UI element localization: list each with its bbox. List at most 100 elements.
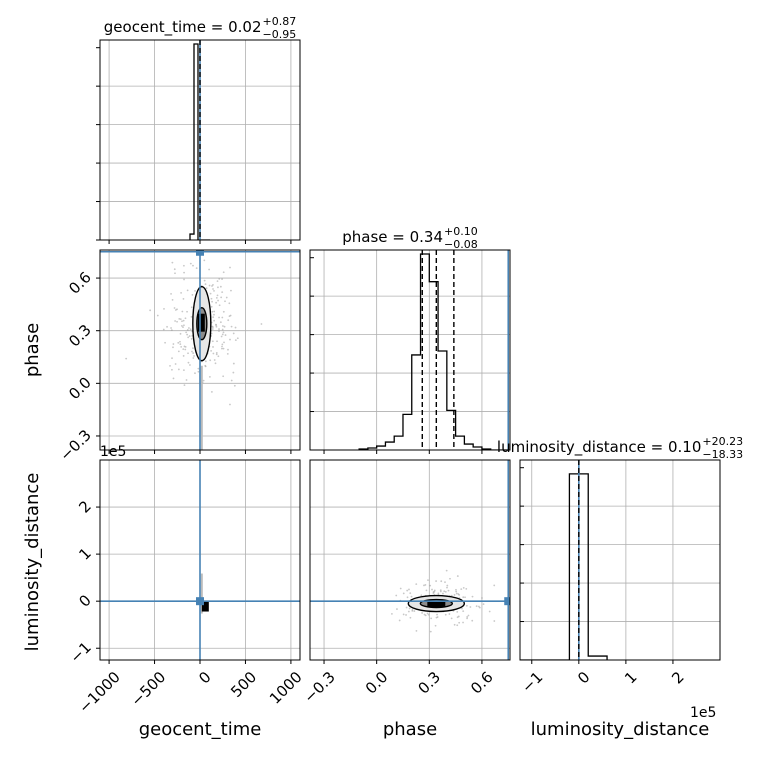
sample-point bbox=[215, 301, 218, 304]
sample-point bbox=[216, 280, 219, 283]
sample-point bbox=[205, 287, 208, 290]
sample-point bbox=[220, 335, 223, 338]
sample-point bbox=[172, 377, 175, 380]
sample-point bbox=[190, 338, 193, 340]
panel-luminosity_distance-phase bbox=[310, 460, 510, 660]
sample-point bbox=[187, 336, 190, 339]
sample-point bbox=[186, 310, 188, 313]
sample-point bbox=[220, 296, 223, 299]
sample-point bbox=[171, 357, 173, 360]
density-core bbox=[427, 600, 446, 608]
sample-point bbox=[210, 305, 213, 308]
title-param: luminosity_distance bbox=[497, 438, 646, 457]
sample-point bbox=[465, 587, 468, 590]
sample-point bbox=[475, 605, 478, 608]
sample-point bbox=[442, 592, 444, 595]
sample-point bbox=[208, 375, 211, 378]
sample-point bbox=[228, 302, 231, 305]
sample-point bbox=[391, 612, 393, 615]
sample-point bbox=[156, 314, 159, 317]
sample-point bbox=[232, 371, 235, 374]
sample-point bbox=[203, 259, 206, 262]
sample-point bbox=[185, 331, 188, 334]
sample-point bbox=[467, 614, 470, 617]
x-tick-label-geocent_time: −1000 bbox=[75, 668, 124, 717]
sample-point bbox=[457, 615, 460, 618]
sample-point bbox=[189, 364, 191, 366]
title-main: luminosity_distance = 0.10 bbox=[497, 438, 701, 457]
sample-point bbox=[210, 391, 213, 393]
sample-point bbox=[215, 351, 218, 354]
sample-point bbox=[176, 320, 178, 323]
sample-point bbox=[408, 588, 410, 591]
title-param: phase bbox=[342, 228, 387, 246]
sample-point bbox=[204, 364, 207, 367]
sample-point bbox=[222, 325, 224, 327]
sample-point bbox=[192, 352, 195, 354]
sample-point bbox=[221, 345, 223, 348]
panel-title-geocent_time: geocent_time = 0.02 +0.87−0.95 bbox=[104, 15, 296, 41]
sample-point bbox=[462, 621, 464, 624]
sample-point bbox=[211, 328, 214, 330]
sample-point bbox=[396, 608, 398, 610]
sample-point bbox=[424, 584, 427, 586]
sample-point bbox=[194, 372, 196, 375]
sample-point bbox=[471, 619, 474, 622]
sample-point bbox=[447, 589, 450, 592]
x-axis-label-luminosity_distance: luminosity_distance bbox=[531, 719, 710, 740]
sample-point bbox=[431, 588, 433, 591]
sample-point bbox=[215, 325, 218, 328]
sample-point bbox=[223, 325, 226, 328]
sample-point bbox=[408, 607, 411, 610]
sample-point bbox=[179, 340, 181, 343]
sample-point bbox=[471, 595, 474, 598]
sample-point bbox=[218, 316, 220, 319]
sample-point bbox=[174, 320, 176, 322]
panel-title-luminosity_distance: luminosity_distance = 0.10 +20.23−18.33 bbox=[497, 435, 743, 461]
sample-point bbox=[184, 345, 187, 348]
sample-point bbox=[190, 315, 193, 318]
sample-point bbox=[434, 624, 437, 627]
y-tick-label-luminosity_distance: 2 bbox=[75, 497, 94, 516]
sample-point bbox=[209, 292, 212, 295]
sample-point bbox=[395, 594, 398, 597]
x-tick-label-geocent_time: 1000 bbox=[266, 668, 306, 708]
sample-point bbox=[166, 325, 168, 328]
sample-point bbox=[427, 613, 430, 616]
sample-point bbox=[456, 575, 459, 577]
x-tick-label-luminosity_distance: 0 bbox=[574, 668, 593, 687]
sample-point bbox=[212, 283, 214, 286]
panel-luminosity_distance-luminosity_distance bbox=[520, 460, 720, 660]
sample-point bbox=[162, 328, 165, 331]
title-equals: = bbox=[206, 18, 228, 36]
sample-point bbox=[172, 343, 175, 345]
sample-point bbox=[174, 272, 176, 275]
sample-point bbox=[213, 289, 215, 292]
sample-point bbox=[183, 271, 185, 274]
sample-point bbox=[184, 348, 187, 351]
sample-point bbox=[180, 324, 183, 327]
sample-point bbox=[232, 332, 235, 335]
sample-point bbox=[407, 610, 410, 613]
sample-point bbox=[488, 610, 491, 613]
sample-point bbox=[216, 294, 219, 297]
sample-point bbox=[191, 293, 194, 296]
sample-point bbox=[222, 310, 225, 313]
sample-point bbox=[149, 309, 152, 312]
sample-point bbox=[181, 310, 184, 313]
sample-point bbox=[215, 353, 218, 356]
sample-point bbox=[189, 262, 192, 265]
sample-point bbox=[173, 268, 176, 271]
sample-point bbox=[460, 588, 463, 591]
sample-point bbox=[405, 606, 408, 609]
sample-point bbox=[415, 583, 418, 585]
histogram-geocent_time bbox=[189, 43, 210, 240]
sample-point bbox=[440, 580, 443, 583]
sample-point bbox=[260, 323, 263, 325]
sample-point bbox=[182, 264, 185, 267]
sample-point bbox=[183, 278, 185, 281]
sample-point bbox=[184, 317, 187, 320]
sample-point bbox=[192, 347, 194, 350]
sample-point bbox=[429, 584, 432, 587]
